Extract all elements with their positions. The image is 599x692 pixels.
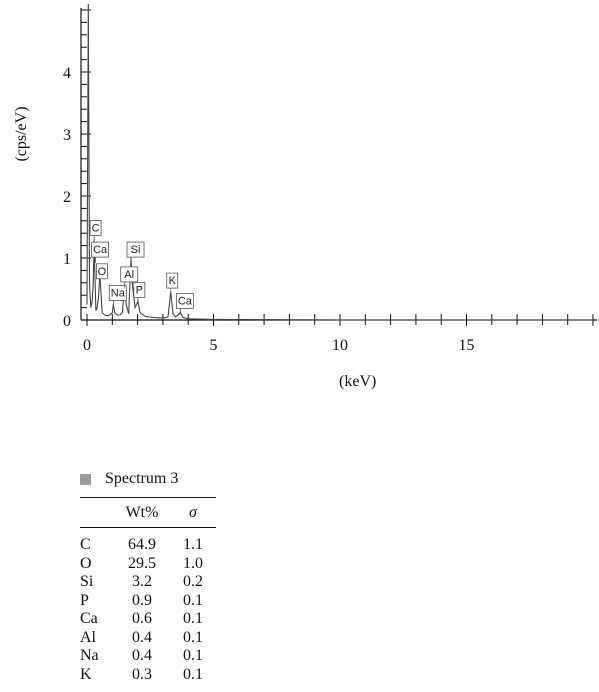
y-tick-label: 3: [63, 127, 71, 144]
spectrum-line: [86, 3, 593, 321]
cell-sigma: 0.1: [183, 665, 203, 683]
table-row: Ca 0.6 0.1: [80, 610, 216, 629]
table-row: Na 0.4 0.1: [80, 647, 216, 666]
y-tick-label: 2: [63, 189, 71, 206]
peak-label-box: [166, 272, 179, 289]
legend-label: Spectrum 3: [105, 470, 179, 487]
table-header-row: Wt% σ: [80, 497, 216, 528]
peak-label-text: C: [92, 222, 100, 234]
cell-sigma: 0.1: [183, 628, 203, 646]
axis-ticks: [81, 9, 594, 326]
peak-label: P: [133, 281, 146, 304]
peak-label-text: O: [98, 266, 107, 278]
cell-wt-percent: 0.3: [132, 665, 152, 683]
y-tick-label: 4: [63, 65, 71, 82]
peak-label-text: Ca: [93, 244, 108, 256]
peak-label-box: [91, 241, 110, 258]
cell-element: Ca: [80, 610, 98, 627]
cell-element: K: [80, 665, 92, 683]
x-tick-label: 5: [210, 337, 218, 354]
peak-label-text: P: [136, 284, 143, 296]
peak-label: Si: [126, 241, 145, 264]
peak-label: Al: [120, 266, 139, 288]
x-tick-label: 10: [332, 337, 348, 354]
peak-label-text: K: [169, 275, 177, 287]
peak-label-box: [96, 263, 108, 280]
legend-swatch: [80, 473, 91, 485]
cell-element: O: [80, 554, 92, 572]
peak-label: K: [166, 272, 179, 295]
y-axis-title: (cps/eV): [13, 106, 30, 161]
peak-label: Ca: [91, 241, 110, 264]
cell-wt-percent: 0.6: [132, 610, 152, 627]
composition-table: Wt% σ C 64.9 1.1 O 29.5 1.0 Si 3.2 0.2 P 0.9 0.1 Ca 0…: [80, 497, 216, 684]
peak-label-text: Si: [131, 244, 141, 256]
peak-label: Ca: [175, 293, 194, 315]
cell-wt-percent: 29.5: [128, 554, 156, 572]
cell-sigma: 1.1: [183, 536, 203, 553]
cell-wt-percent: 3.2: [132, 573, 152, 590]
cell-sigma: 0.1: [183, 591, 203, 609]
table-row: Al 0.4 0.1: [80, 629, 216, 648]
peak-label-box: [126, 241, 145, 258]
cell-sigma: 0.1: [183, 647, 203, 664]
x-tick-label: 0: [83, 337, 91, 354]
x-tick-label: 15: [459, 337, 475, 354]
cell-element: P: [80, 591, 89, 609]
table-row: K 0.3 0.1: [80, 666, 216, 685]
cell-element: Na: [80, 647, 99, 664]
peak-label-text: Al: [124, 269, 134, 281]
peak-label-box: [89, 219, 102, 236]
cell-sigma: 0.2: [183, 573, 203, 590]
peak-label-box: [120, 266, 139, 283]
cell-wt-percent: 0.4: [132, 647, 152, 664]
peak-label-text: Na: [111, 288, 126, 300]
cell-element: Al: [80, 628, 96, 646]
cell-wt-percent: 64.9: [128, 536, 156, 553]
cell-element: Si: [80, 573, 94, 590]
peak-label-box: [133, 281, 146, 298]
peak-label: O: [96, 263, 108, 285]
peak-label: Na: [108, 285, 127, 307]
table-row: O 29.5 1.0: [80, 555, 216, 574]
legend: Spectrum 3: [80, 470, 178, 488]
x-axis-title: (keV): [339, 373, 376, 390]
header-wt-percent: Wt%: [125, 504, 159, 521]
cell-element: C: [80, 536, 91, 553]
peak-label-text: Ca: [178, 296, 193, 308]
table-row: C 64.9 1.1: [80, 528, 216, 555]
peak-label-box: [108, 285, 127, 301]
tick-labels: 0 5 10 15 0 1 2 3 4: [63, 65, 475, 354]
table-row: P 0.9 0.1: [80, 592, 216, 611]
header-element: [80, 498, 114, 528]
peak-label: C: [89, 219, 102, 242]
cell-sigma: 1.0: [183, 554, 203, 572]
header-sigma: σ: [189, 504, 197, 521]
y-tick-label: 0: [63, 313, 71, 330]
cell-wt-percent: 0.9: [132, 591, 152, 609]
table-row: Si 3.2 0.2: [80, 573, 216, 592]
cell-sigma: 0.1: [183, 610, 203, 627]
cell-wt-percent: 0.4: [132, 628, 152, 646]
peak-label-box: [175, 293, 194, 309]
y-tick-label: 1: [63, 251, 71, 268]
